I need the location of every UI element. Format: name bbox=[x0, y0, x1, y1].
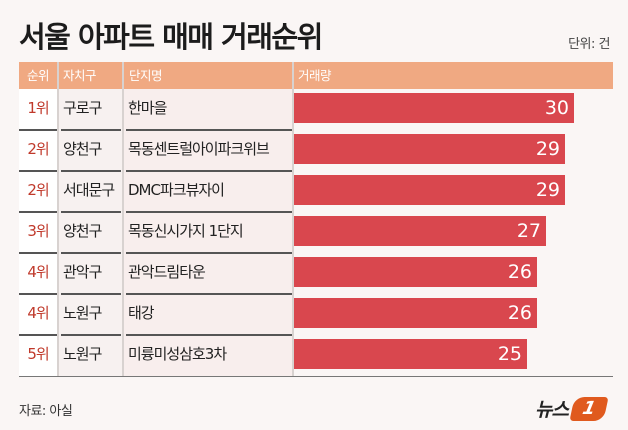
logo-badge-icon: 1 bbox=[569, 396, 609, 421]
unit-label: 단위: 건 bbox=[568, 37, 610, 52]
row-divider bbox=[19, 334, 57, 336]
complex-cell: 한마을 bbox=[128, 99, 167, 117]
volume-value: 25 bbox=[497, 343, 522, 365]
rank-cell: 4위 bbox=[27, 263, 49, 281]
complex-cell: 관악드림타운 bbox=[128, 263, 206, 281]
volume-bar: 25 bbox=[294, 339, 527, 369]
rank-column-bg bbox=[19, 89, 57, 376]
row-divider bbox=[61, 129, 121, 131]
complex-cell: 태강 bbox=[128, 304, 155, 322]
column-divider bbox=[57, 62, 59, 376]
row-divider bbox=[126, 129, 292, 131]
district-cell: 구로구 bbox=[63, 99, 102, 117]
source-note: 자료: 아실 bbox=[19, 404, 73, 419]
table-row: 5위 노원구 미륭미성삼호3차 25 bbox=[19, 335, 613, 376]
news1-logo: 뉴스 1 bbox=[535, 395, 609, 422]
district-cell: 양천구 bbox=[63, 222, 102, 240]
district-cell: 관악구 bbox=[63, 263, 102, 281]
row-divider bbox=[19, 293, 57, 295]
district-cell: 노원구 bbox=[63, 345, 102, 363]
complex-cell: 미륭미성삼호3차 bbox=[128, 345, 227, 363]
volume-bar: 26 bbox=[294, 257, 537, 287]
table-row: 4위 관악구 관악드림타운 26 bbox=[19, 253, 613, 295]
volume-bar: 26 bbox=[294, 298, 537, 328]
logo-text: 뉴스 bbox=[535, 399, 569, 421]
complex-cell: 목동신시가지 1단지 bbox=[128, 222, 244, 240]
complex-cell: 목동센트럴아이파크위브 bbox=[128, 140, 270, 158]
district-column-bg bbox=[59, 89, 122, 376]
row-divider bbox=[61, 211, 121, 213]
table-row: 2위 양천구 목동센트럴아이파크위브 29 bbox=[19, 130, 613, 172]
row-divider bbox=[61, 252, 121, 254]
chart-title: 서울 아파트 매매 거래순위 bbox=[19, 20, 323, 54]
complex-cell: DMC파크뷰자이 bbox=[128, 181, 225, 199]
bottom-divider bbox=[19, 376, 613, 377]
header-volume: 거래량 bbox=[298, 68, 332, 83]
header-district: 자치구 bbox=[63, 68, 97, 83]
row-divider bbox=[19, 211, 57, 213]
row-divider bbox=[126, 334, 292, 336]
row-divider bbox=[126, 252, 292, 254]
row-divider bbox=[61, 293, 121, 295]
district-cell: 양천구 bbox=[63, 140, 102, 158]
rank-cell: 2위 bbox=[27, 140, 49, 158]
logo-badge-text: 1 bbox=[580, 397, 598, 419]
volume-value: 26 bbox=[507, 261, 532, 283]
rank-cell: 4위 bbox=[27, 304, 49, 322]
volume-bar: 29 bbox=[294, 175, 565, 205]
volume-value: 26 bbox=[507, 302, 532, 324]
volume-bar: 30 bbox=[294, 93, 574, 123]
table-row: 3위 양천구 목동신시가지 1단지 27 bbox=[19, 212, 613, 254]
volume-value: 30 bbox=[544, 97, 569, 119]
volume-bar: 29 bbox=[294, 134, 565, 164]
rank-cell: 2위 bbox=[27, 181, 49, 199]
table-row: 2위 서대문구 DMC파크뷰자이 29 bbox=[19, 171, 613, 213]
row-divider bbox=[19, 170, 57, 172]
volume-value: 27 bbox=[516, 220, 541, 242]
district-cell: 서대문구 bbox=[63, 181, 115, 199]
volume-value: 29 bbox=[535, 138, 560, 160]
volume-value: 29 bbox=[535, 179, 560, 201]
district-cell: 노원구 bbox=[63, 304, 102, 322]
row-divider bbox=[61, 334, 121, 336]
row-divider bbox=[126, 170, 292, 172]
header-rank: 순위 bbox=[26, 68, 50, 83]
table-header: 순위 자치구 단지명 거래량 bbox=[19, 62, 613, 89]
rank-cell: 1위 bbox=[27, 99, 49, 117]
complex-column-bg bbox=[124, 89, 292, 376]
row-divider bbox=[61, 170, 121, 172]
rank-cell: 5위 bbox=[27, 345, 49, 363]
volume-bar: 27 bbox=[294, 216, 546, 246]
row-divider bbox=[126, 293, 292, 295]
row-divider bbox=[19, 252, 57, 254]
row-divider bbox=[19, 129, 57, 131]
table-row: 4위 노원구 태강 26 bbox=[19, 294, 613, 336]
table-row: 1위 구로구 한마을 30 bbox=[19, 89, 613, 131]
row-divider bbox=[126, 211, 292, 213]
column-divider bbox=[292, 62, 294, 376]
rank-cell: 3위 bbox=[27, 222, 49, 240]
header-complex: 단지명 bbox=[129, 68, 163, 83]
column-divider bbox=[122, 62, 124, 376]
